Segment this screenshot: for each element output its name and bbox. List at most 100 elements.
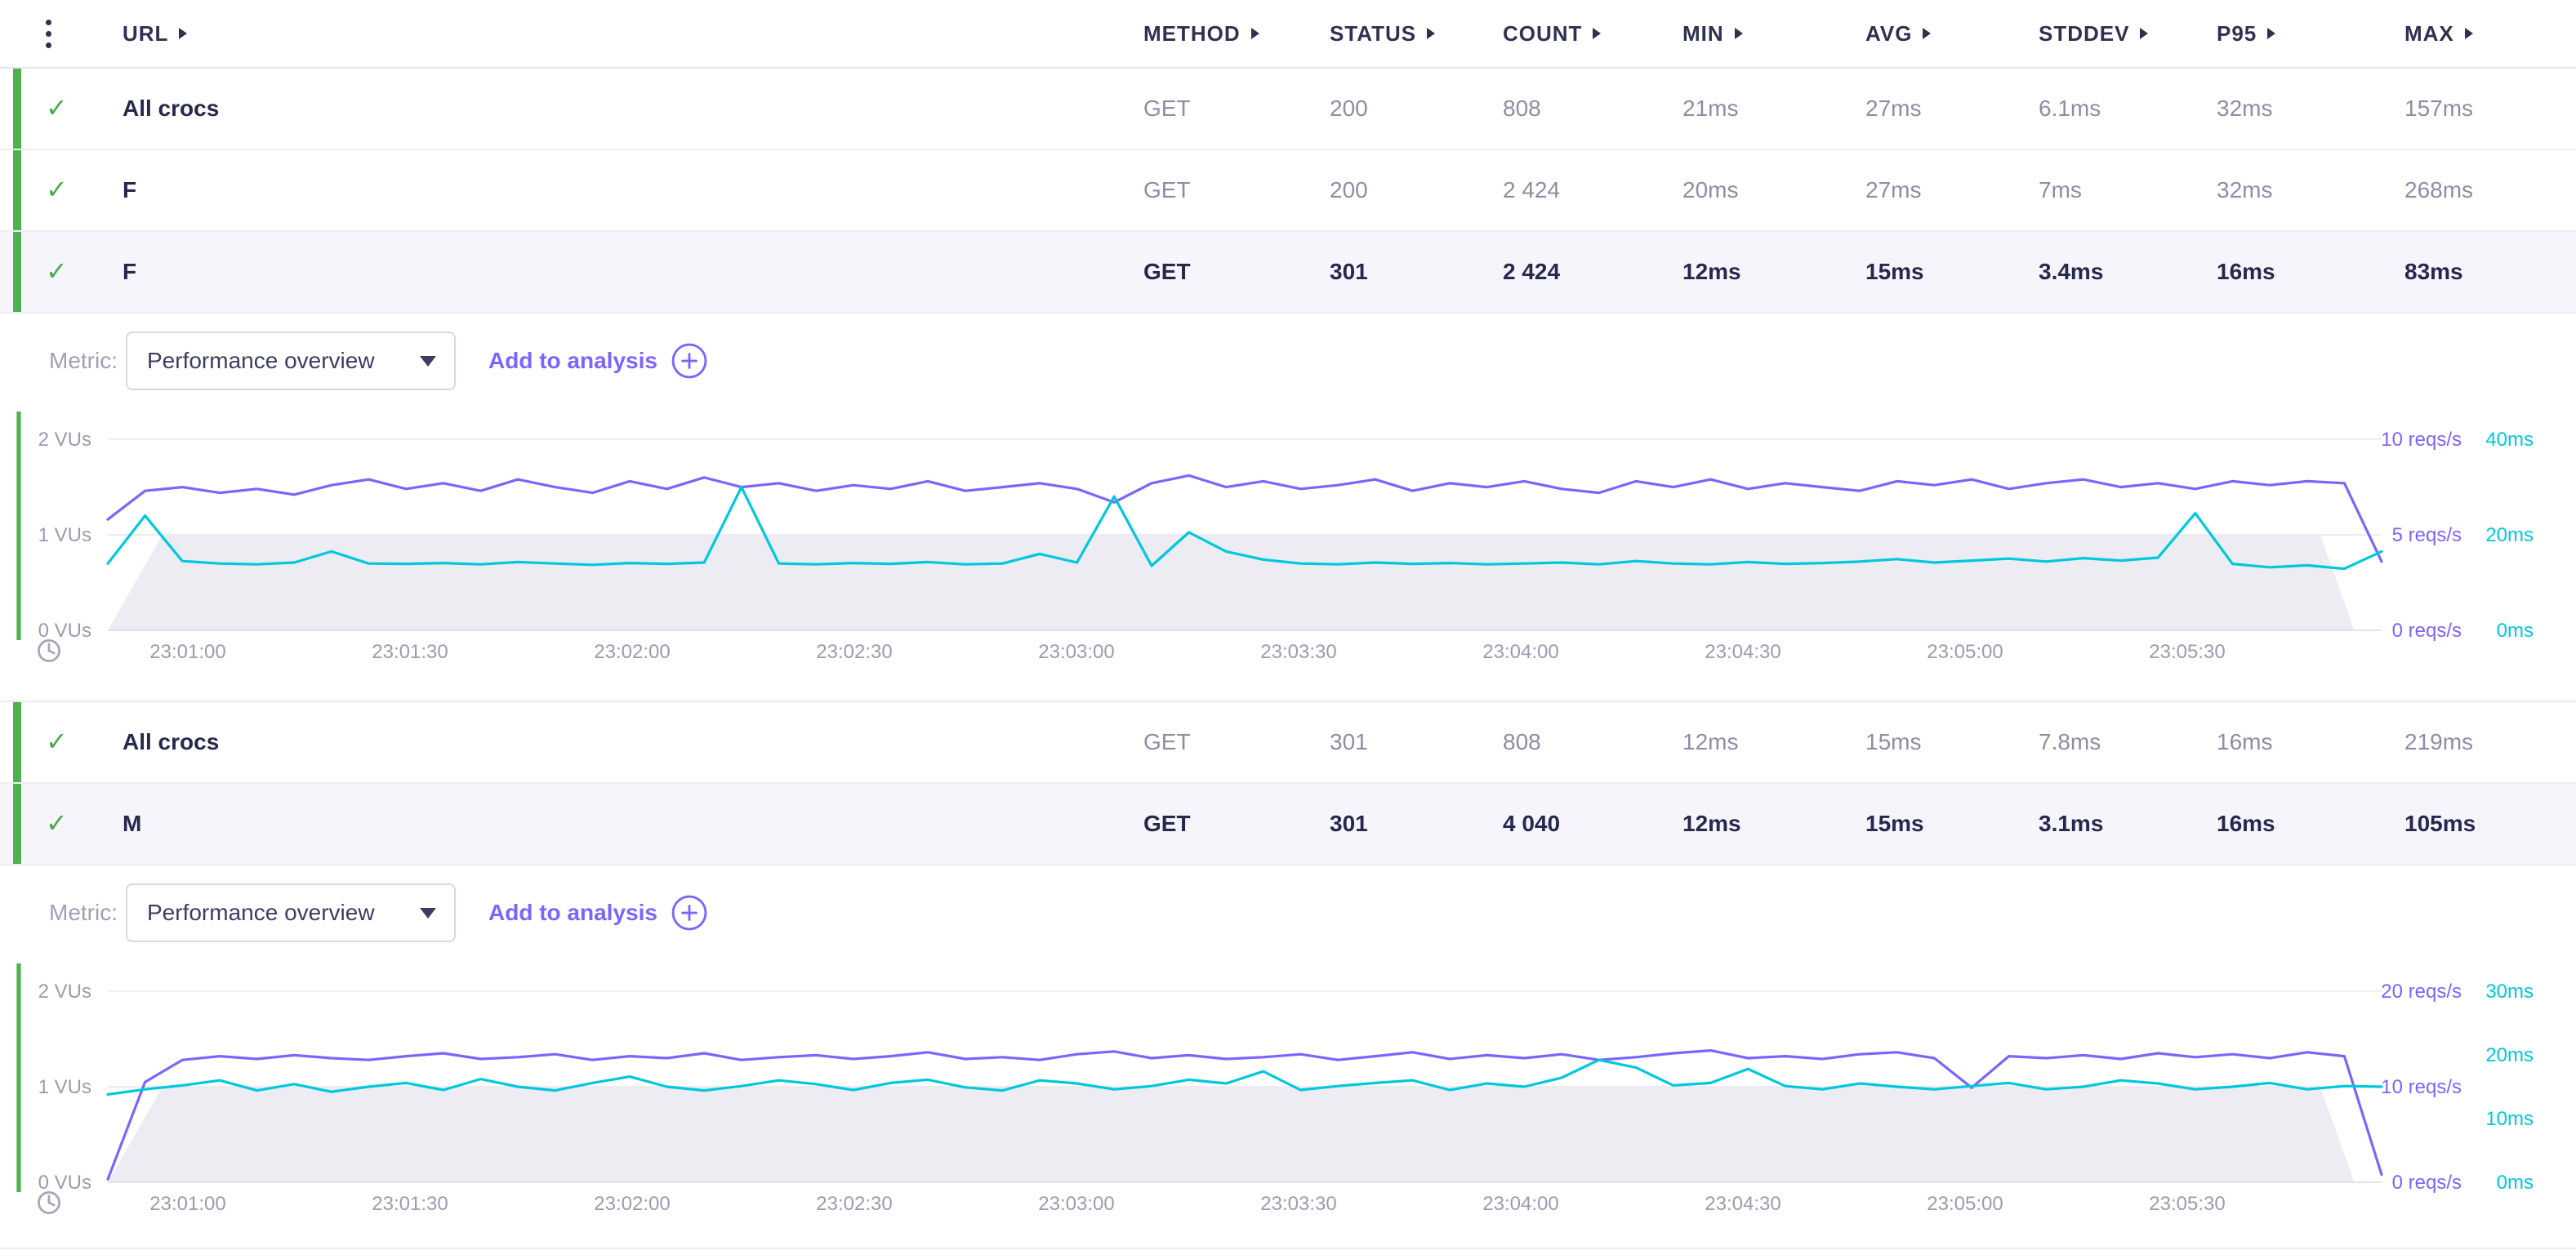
column-header-label: URL [123,20,169,46]
left-axis-label: 0 VUs [38,620,91,642]
metric-label: Metric: [49,900,118,925]
chart-section: 0 VUs 1 VUs 2 VUs 10 reqs/s 40ms 5 reqs/s 20ms… [0,408,2576,702]
sort-arrow-icon [1923,28,1932,39]
min-cell: 12ms [1682,729,1739,754]
right-axis-label-reqs: 5 reqs/s [2392,524,2462,546]
chevron-down-icon [420,355,436,367]
clock-hand-icon [47,1201,56,1207]
status-cell: 200 [1330,177,1368,202]
count-cell: 808 [1503,96,1541,121]
right-axis-label-reqs: 10 reqs/s [2381,1076,2462,1098]
p95-cell: 16ms [2217,811,2275,836]
right-axis-label-ms: 20ms [2485,524,2534,546]
check-icon[interactable]: ✓ [46,256,68,286]
avg-cell: 15ms [1865,729,1922,754]
column-header-label: MAX [2404,20,2454,46]
right-axis-label-ms: 0ms [2497,1172,2534,1194]
check-icon[interactable]: ✓ [46,808,68,838]
column-header-url[interactable]: URL [123,21,1143,47]
metric-label: Metric: [49,348,118,373]
kebab-menu-icon[interactable] [46,19,52,48]
check-cell: ✓ [0,176,123,204]
check-cell: ✓ [0,258,123,286]
sort-arrow-icon [1250,28,1259,39]
stddev-cell: 7ms [2039,177,2082,202]
max-cell: 219ms [2404,729,2474,754]
column-header-stddev[interactable]: STDDEV [2039,21,2217,47]
status-cell: 301 [1330,259,1368,284]
header-menu-cell [0,19,123,48]
left-axis-label: 0 VUs [38,1172,91,1194]
column-header-count[interactable]: COUNT [1503,21,1682,47]
column-header-p95[interactable]: P95 [2217,21,2404,47]
sort-arrow-icon [179,28,188,39]
url-cell: All crocs [123,96,220,121]
right-axis-label-reqs: 0 reqs/s [2392,1172,2462,1194]
x-tick-label: 23:05:30 [2149,1193,2225,1215]
column-header-avg[interactable]: AVG [1865,21,2039,47]
x-tick-label: 23:04:30 [1705,1193,1780,1215]
table-row[interactable]: ✓ All crocs GET 200 808 21ms 27ms 6.1ms … [0,69,2576,150]
sort-arrow-icon [2464,28,2473,39]
table-row-selected[interactable]: ✓ F GET 301 2 424 12ms 15ms 3.4ms 16ms 8… [0,232,2576,314]
check-cell: ✓ [0,728,123,756]
table-row-selected[interactable]: ✓ M GET 301 4 040 12ms 15ms 3.1ms 16ms 1… [0,784,2576,865]
right-axis-label-ms: 0ms [2497,620,2534,642]
column-header-max[interactable]: MAX [2404,21,2576,47]
metric-dropdown[interactable]: Performance overview [126,331,456,390]
column-header-label: MIN [1682,20,1724,46]
x-tick-label: 23:03:00 [1038,641,1114,663]
table-row[interactable]: ✓ All crocs GET 301 808 12ms 15ms 7.8ms … [0,702,2576,784]
left-axis-label: 1 VUs [38,1076,91,1098]
row-accent-bar [13,232,21,312]
x-tick-label: 23:03:30 [1260,1193,1336,1215]
x-tick-label: 23:05:00 [1927,641,2003,663]
add-circle-icon[interactable] [671,894,708,932]
table-header: URL METHOD STATUS COUNT MIN AVG STDDEV P… [0,0,2576,69]
response-time-line [106,1058,2383,1096]
check-icon[interactable]: ✓ [46,727,68,756]
performance-chart[interactable]: 0 VUs 1 VUs 2 VUs 20 reqs/s 30ms 20ms 10 reqs/… [0,960,2576,1238]
column-header-method[interactable]: METHOD [1143,21,1330,47]
clock-hand-icon [47,649,56,655]
x-tick-label: 23:04:30 [1705,641,1780,663]
x-tick-label: 23:01:00 [149,1193,225,1215]
x-tick-label: 23:04:00 [1482,1193,1558,1215]
metric-dropdown-value: Performance overview [147,348,375,373]
response-time-line [106,485,2383,571]
add-to-analysis-button[interactable]: Add to analysis [488,342,708,380]
table-row[interactable]: ✓ F GET 200 2 424 20ms 27ms 7ms 32ms 268… [0,150,2576,232]
method-cell: GET [1143,811,1191,836]
performance-chart[interactable]: 0 VUs 1 VUs 2 VUs 10 reqs/s 40ms 5 reqs/s 20ms… [0,408,2576,686]
metric-dropdown[interactable]: Performance overview [126,883,456,942]
stddev-cell: 3.1ms [2039,811,2104,836]
sort-arrow-icon [2140,28,2149,39]
avg-cell: 15ms [1865,259,1924,284]
max-cell: 268ms [2404,177,2474,202]
min-cell: 20ms [1682,177,1739,202]
right-axis-label-ms: 10ms [2485,1108,2534,1130]
check-icon[interactable]: ✓ [46,175,68,204]
column-header-min[interactable]: MIN [1682,21,1865,47]
check-cell: ✓ [0,95,123,122]
x-tick-label: 23:03:30 [1260,641,1336,663]
add-circle-icon[interactable] [671,342,708,380]
stddev-cell: 7.8ms [2039,729,2101,754]
add-to-analysis-label: Add to analysis [488,348,657,373]
min-cell: 12ms [1682,259,1741,284]
column-header-label: METHOD [1143,20,1241,46]
vus-area [108,1087,2355,1182]
sort-arrow-icon [1734,28,1743,39]
column-header-label: AVG [1865,20,1913,46]
check-cell: ✓ [0,810,123,838]
row-accent-bar [13,150,21,230]
column-header-label: STATUS [1330,20,1417,46]
x-tick-label: 23:03:00 [1038,1193,1114,1215]
row-accent-bar [13,69,21,149]
vus-area [108,535,2355,630]
left-axis-label: 2 VUs [38,429,91,451]
add-to-analysis-button[interactable]: Add to analysis [488,894,708,932]
column-header-status[interactable]: STATUS [1330,21,1503,47]
x-tick-label: 23:02:00 [594,1193,670,1215]
check-icon[interactable]: ✓ [46,93,68,122]
